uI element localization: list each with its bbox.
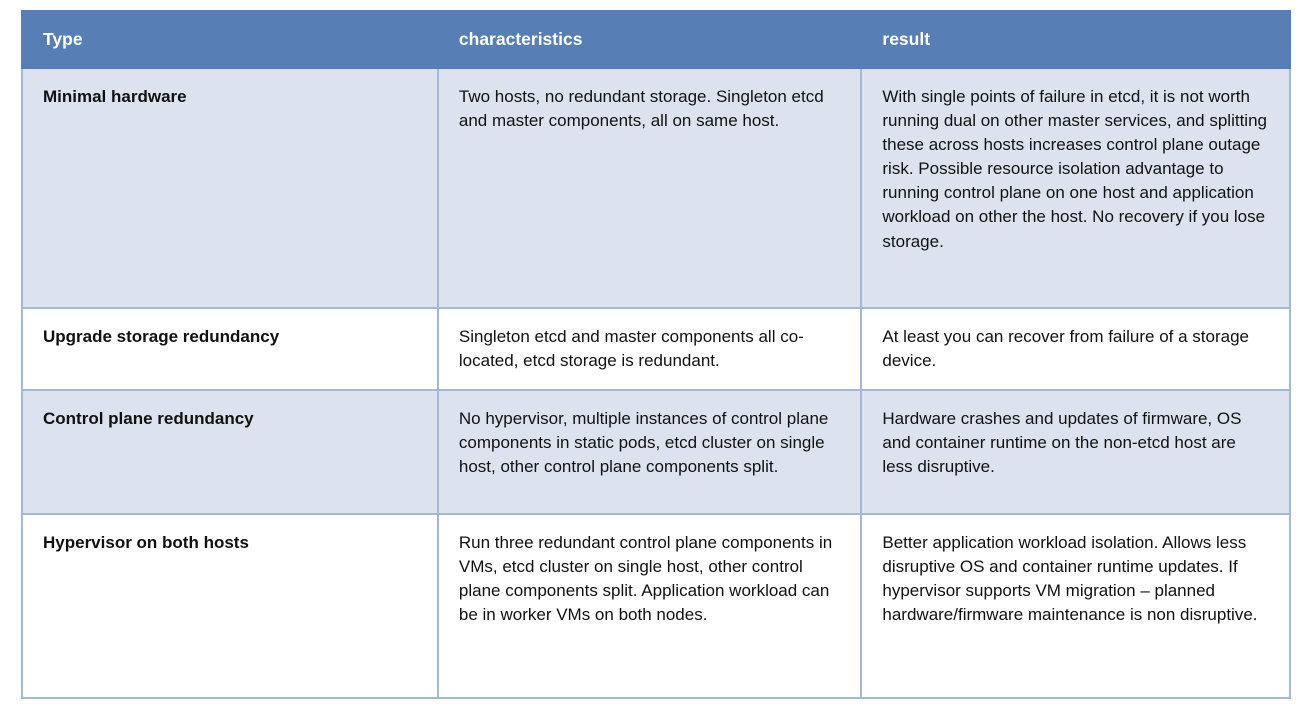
column-header-result: result [860, 10, 1291, 69]
cell-result: With single points of failure in etcd, i… [860, 66, 1291, 309]
cell-result: Hardware crashes and updates of firmware… [860, 389, 1291, 516]
cell-characteristics: Two hosts, no redundant storage. Singlet… [436, 66, 863, 309]
table-row: Control plane redundancy No hypervisor, … [21, 389, 1291, 516]
cell-characteristics: No hypervisor, multiple instances of con… [436, 389, 863, 516]
cluster-options-table: Type characteristics result Minimal hard… [21, 10, 1291, 700]
table-row: Minimal hardware Two hosts, no redundant… [21, 66, 1291, 309]
table-row: Upgrade storage redundancy Singleton etc… [21, 306, 1291, 392]
cell-type: Upgrade storage redundancy [21, 306, 439, 392]
table-header-row: Type characteristics result [21, 10, 1291, 69]
cell-type: Minimal hardware [21, 66, 439, 309]
cell-type: Control plane redundancy [21, 389, 439, 516]
table-row: Hypervisor on both hosts Run three redun… [21, 513, 1291, 700]
column-header-characteristics: characteristics [436, 10, 863, 69]
cell-type: Hypervisor on both hosts [21, 513, 439, 700]
cell-characteristics: Run three redundant control plane compon… [436, 513, 863, 700]
column-header-type: Type [21, 10, 439, 69]
cell-result: Better application workload isolation. A… [860, 513, 1291, 700]
cell-characteristics: Singleton etcd and master components all… [436, 306, 863, 392]
cell-result: At least you can recover from failure of… [860, 306, 1291, 392]
